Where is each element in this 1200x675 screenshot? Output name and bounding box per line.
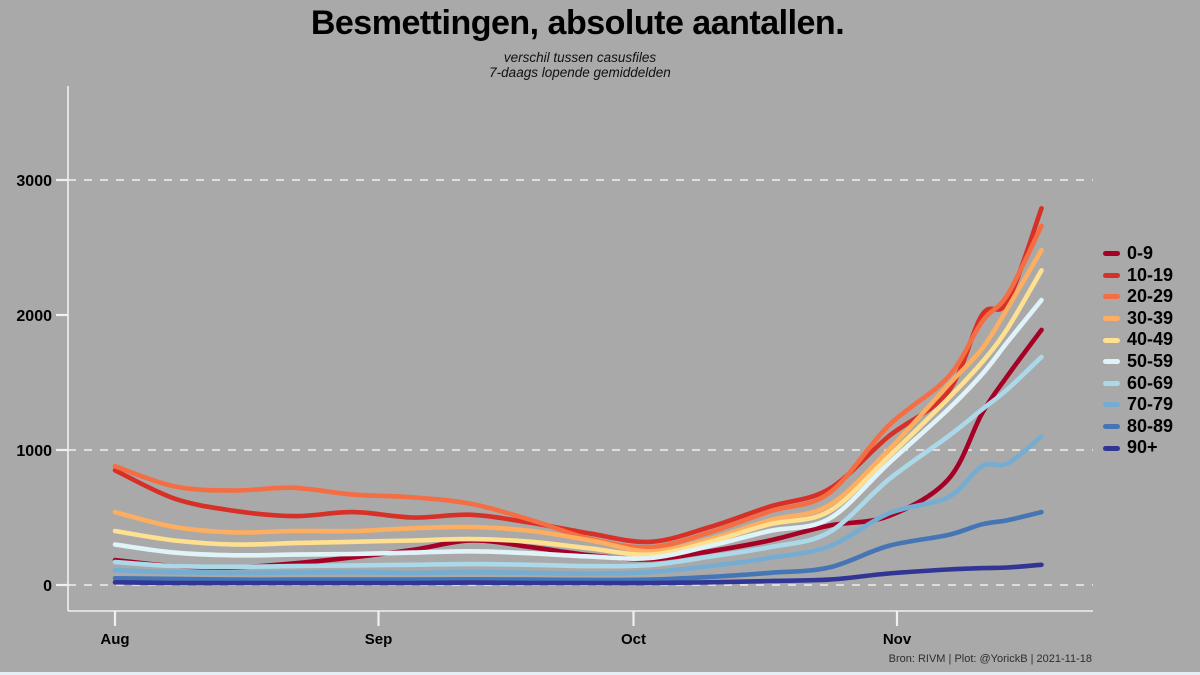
legend-label-40-49: 40-49	[1127, 329, 1174, 350]
legend-label-70-79: 70-79	[1127, 394, 1174, 415]
x-tick-label-Aug: Aug	[100, 631, 129, 648]
legend-label-60-69: 60-69	[1127, 372, 1174, 393]
legend-item-80-89: 80-89	[1103, 416, 1199, 438]
series-line-20-29	[112, 223, 1044, 550]
legend-label-50-59: 50-59	[1127, 350, 1174, 371]
series-line-90+	[112, 562, 1044, 586]
credit-text: Bron: RIVM | Plot: @YorickB | 2021-11-18	[888, 653, 1092, 665]
legend-swatch-10-19	[1103, 272, 1120, 278]
legend-item-20-29: 20-29	[1103, 286, 1199, 308]
legend-item-0-9: 0-9	[1103, 243, 1199, 265]
chart-subtitle-line1: verschil tussen casusfiles	[503, 50, 657, 65]
x-tick-label-Sep: Sep	[365, 631, 393, 648]
legend-swatch-20-29	[1103, 294, 1120, 300]
legend: 0-9 10-19 20-29 30-39 40-49 50-59 60-69 70-79 80…	[1103, 243, 1199, 459]
legend-swatch-0-9	[1103, 251, 1120, 257]
legend-swatch-30-39	[1103, 316, 1120, 322]
y-tick-label-0: 0	[43, 578, 52, 595]
y-tick-label-2000: 2000	[16, 308, 52, 325]
series-line-60-69	[112, 354, 1044, 570]
legend-item-50-59: 50-59	[1103, 351, 1199, 373]
legend-item-40-49: 40-49	[1103, 329, 1199, 351]
x-tick-label-Nov: Nov	[883, 631, 912, 648]
y-tick-label-3000: 3000	[16, 173, 52, 190]
legend-label-90+: 90+	[1127, 437, 1158, 458]
legend-swatch-80-89	[1103, 424, 1120, 430]
legend-label-20-29: 20-29	[1127, 286, 1174, 307]
legend-label-0-9: 0-9	[1127, 243, 1154, 263]
legend-item-70-79: 70-79	[1103, 394, 1199, 416]
y-tick-label-1000: 1000	[16, 443, 52, 460]
legend-swatch-60-69	[1103, 380, 1120, 386]
legend-item-10-19: 10-19	[1103, 265, 1199, 287]
legend-swatch-90+	[1103, 445, 1120, 451]
series-line-10-19	[112, 206, 1044, 545]
legend-label-30-39: 30-39	[1127, 307, 1174, 328]
legend-swatch-50-59	[1103, 359, 1120, 365]
x-tick-label-Oct: Oct	[621, 631, 646, 648]
legend-item-90+: 90+	[1103, 437, 1199, 459]
legend-label-10-19: 10-19	[1127, 264, 1174, 285]
series-line-50-59	[112, 297, 1044, 561]
legend-item-30-39: 30-39	[1103, 308, 1199, 330]
series-line-30-39	[112, 247, 1044, 554]
series-line-80-89	[112, 509, 1044, 583]
legend-swatch-40-49	[1103, 337, 1120, 343]
series-line-70-79	[112, 434, 1044, 576]
legend-item-60-69: 60-69	[1103, 373, 1199, 395]
bottom-strip	[0, 672, 1200, 675]
chart-title: Besmettingen, absolute aantallen.	[310, 4, 845, 42]
legend-label-80-89: 80-89	[1127, 415, 1174, 436]
series-line-40-49	[112, 268, 1044, 558]
chart-subtitle-line2: 7-daags lopende gemiddelden	[489, 65, 671, 80]
legend-swatch-70-79	[1103, 402, 1120, 408]
